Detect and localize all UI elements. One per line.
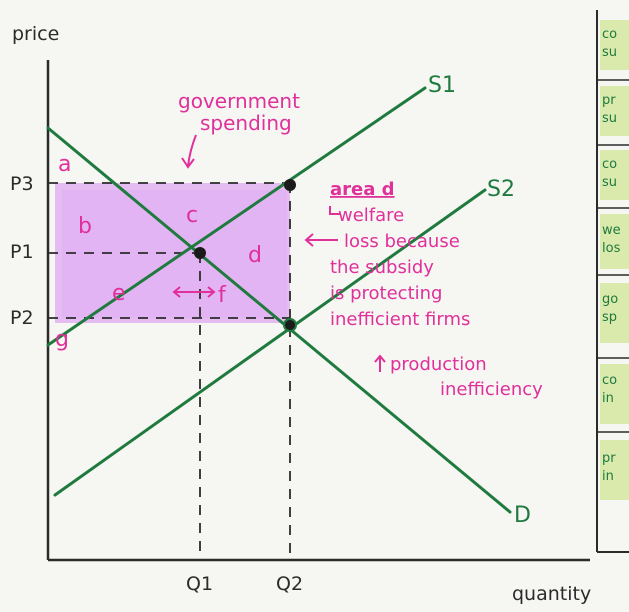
y-axis-label: price <box>12 23 59 45</box>
original-equilibrium-point <box>194 247 206 259</box>
supplier-price-point <box>284 179 296 191</box>
area-f-arrow <box>172 286 216 298</box>
production-note-line1: production <box>390 354 487 375</box>
quantity-label-q1: Q1 <box>186 573 213 595</box>
price-label-p3: P3 <box>10 173 34 195</box>
sidebar-fragment-5: co <box>602 157 617 172</box>
price-label-p2: P2 <box>10 307 34 329</box>
sidebar-fragment-12: in <box>602 391 614 406</box>
government-spending-label-line1: government <box>178 89 300 113</box>
welfare-note-line5: inefficient firms <box>330 309 470 330</box>
sidebar-fragment-11: co <box>602 373 617 388</box>
area-label-d: d <box>248 243 262 268</box>
new-equilibrium-point <box>283 318 297 332</box>
area-label-b: b <box>78 214 92 239</box>
demand-curve <box>46 126 512 514</box>
sidebar-fragment-1: co <box>602 27 617 42</box>
x-axis-label: quantity <box>512 583 591 605</box>
welfare-note-line3: the subsidy <box>330 257 434 278</box>
sidebar-fragment-7: we <box>602 223 621 238</box>
area-label-a: a <box>58 152 71 177</box>
supply-curve-s2 <box>53 188 487 497</box>
production-note-line2: inefficiency <box>440 379 543 400</box>
area-label-e: e <box>112 281 126 306</box>
area-d-title: area d <box>330 179 395 200</box>
curve-label-s1: S1 <box>428 73 456 98</box>
government-spending-label-line2: spending <box>200 111 292 135</box>
area-label-c: c <box>186 203 198 228</box>
price-label-p1: P1 <box>10 241 34 263</box>
sidebar-fragment-4: su <box>602 111 617 126</box>
sidebar-fragment-9: go <box>602 292 618 307</box>
production-arrow <box>374 354 386 372</box>
welfare-loss-arrow <box>304 206 340 247</box>
sidebar-fragment-6: su <box>602 175 617 190</box>
sidebar-fragment-14: in <box>602 469 614 484</box>
quantity-label-q2: Q2 <box>276 573 303 595</box>
welfare-note-line4: is protecting <box>330 283 442 304</box>
sidebar-fragment-8: los <box>602 241 621 256</box>
supply-curve-s1 <box>46 86 427 347</box>
curve-label-d: D <box>514 503 531 528</box>
area-label-f: f <box>218 283 227 308</box>
welfare-note-line1: welfare <box>338 205 404 226</box>
notebook-sidebar: co su pr su co su we los go sp co in pr … <box>596 10 629 553</box>
curve-label-s2: S2 <box>487 177 515 202</box>
area-label-g: g <box>55 327 69 352</box>
government-spending-arrow <box>181 134 197 169</box>
sidebar-fragment-2: su <box>602 45 617 60</box>
sidebar-fragment-3: pr <box>602 93 616 108</box>
sidebar-fragment-13: pr <box>602 451 616 466</box>
sidebar-fragment-10: sp <box>602 310 617 325</box>
welfare-note-line2: loss because <box>344 231 460 252</box>
